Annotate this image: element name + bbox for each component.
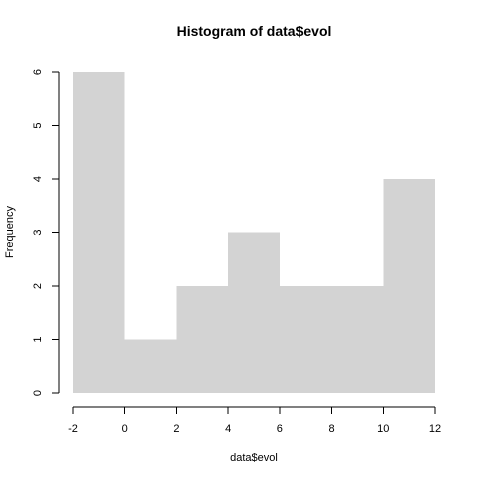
x-tick-label-4: 6 [277, 423, 283, 435]
x-axis-label: data$evol [230, 452, 278, 464]
x-tick-label-3: 4 [225, 423, 231, 435]
y-tick-label-4: 4 [32, 176, 44, 182]
histogram-bar-4 [279, 286, 332, 393]
bars-group [73, 72, 435, 393]
x-axis: -2 0 2 4 6 8 10 12 [68, 406, 441, 435]
x-tick-label-5: 8 [329, 423, 335, 435]
x-tick-label-6: 10 [377, 423, 389, 435]
y-tick-label-3: 3 [32, 229, 44, 235]
chart-title: Histogram of data$evol [177, 23, 332, 39]
y-axis-label: Frequency [4, 206, 16, 258]
x-tick-label-7: 12 [429, 423, 441, 435]
x-tick-label-1: 0 [122, 423, 128, 435]
histogram-bar-0 [73, 72, 125, 393]
histogram-bar-5 [331, 286, 384, 393]
y-tick-label-5: 5 [32, 122, 44, 128]
x-tick-label-2: 2 [173, 423, 179, 435]
y-tick-label-1: 1 [32, 336, 44, 342]
y-axis: 0 1 2 3 4 5 6 [32, 69, 60, 396]
y-tick-label-0: 0 [32, 390, 44, 396]
x-tick-label-0: -2 [68, 423, 78, 435]
histogram-bar-3 [228, 232, 280, 393]
y-tick-label-2: 2 [32, 283, 44, 289]
histogram-bar-1 [124, 339, 177, 393]
y-tick-label-6: 6 [32, 69, 44, 75]
histogram-bar-6 [383, 179, 435, 393]
histogram-bar-2 [176, 286, 229, 393]
